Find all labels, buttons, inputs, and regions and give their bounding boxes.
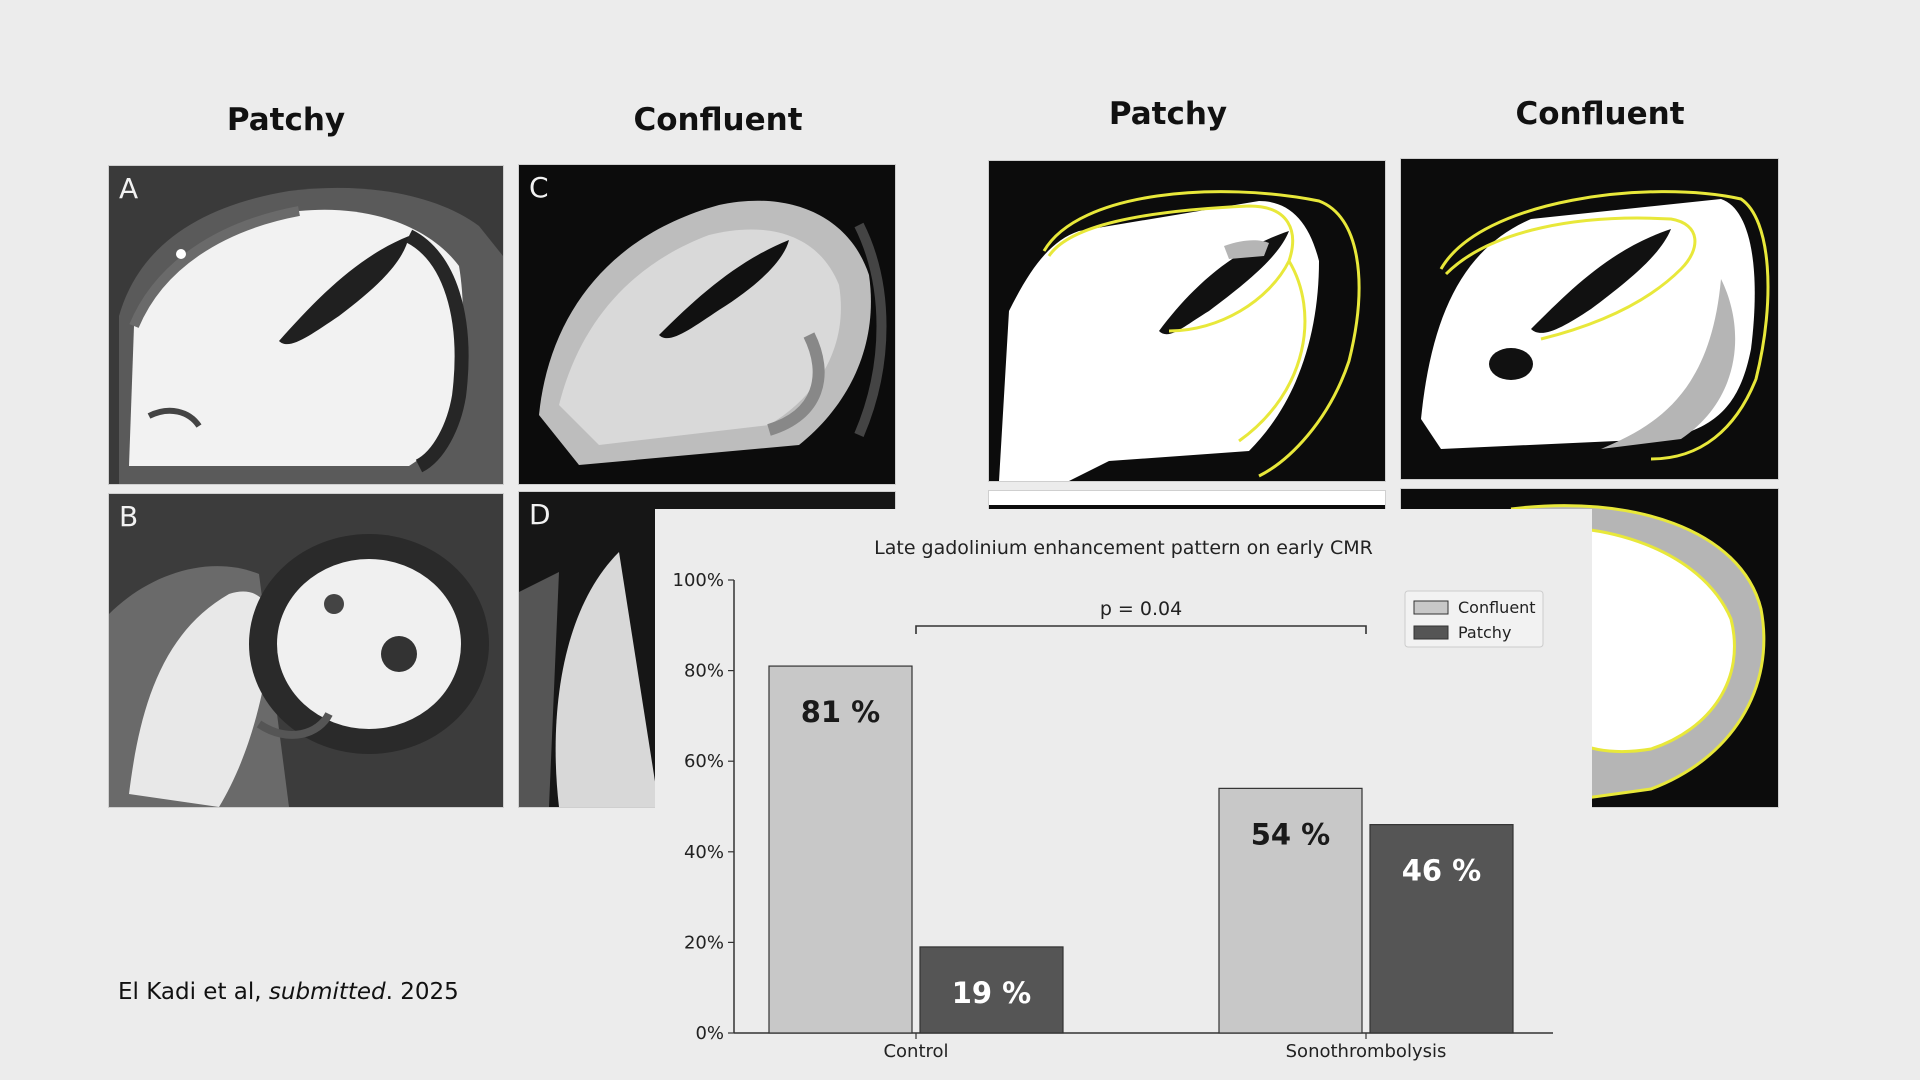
- panel-letter-b: B: [119, 500, 139, 533]
- bar-label: 54 %: [1251, 817, 1331, 851]
- chart-canvas: 0% 20% 40% 60% 80% 100% Control 81 % 19 % Sonothr…: [673, 570, 1553, 1062]
- bar-confluent-sonothrombolysis: [1218, 787, 1363, 1034]
- bar-chart: Late gadolinium enhancement pattern on e…: [655, 509, 1592, 1080]
- bar-label: 81 %: [801, 695, 881, 729]
- x-tick-label: Sonothrombolysis: [1286, 1041, 1447, 1062]
- y-tick-label: 80%: [684, 661, 724, 682]
- citation-authors: El Kadi et al,: [118, 979, 269, 1005]
- mri-panel-a: A: [108, 165, 504, 485]
- left-heading-confluent: Confluent: [633, 102, 803, 138]
- bar-label: 19 %: [952, 976, 1032, 1010]
- chart-title: Late gadolinium enhancement pattern on e…: [874, 537, 1373, 559]
- x-tick-label: Control: [883, 1041, 948, 1062]
- y-tick-label: 60%: [684, 751, 724, 772]
- bar-confluent-control: [768, 665, 913, 1034]
- legend-label-patchy: Patchy: [1458, 623, 1511, 642]
- bar-patchy-control: [919, 946, 1064, 1034]
- right-heading-patchy: Patchy: [1108, 96, 1228, 132]
- citation-year: . 2025: [385, 979, 459, 1005]
- p-value-annotation: p = 0.04: [1100, 598, 1182, 620]
- y-tick-label: 40%: [684, 842, 724, 863]
- bar-label: 46 %: [1402, 854, 1482, 888]
- legend-label-confluent: Confluent: [1458, 598, 1536, 617]
- y-tick-label: 100%: [673, 570, 724, 591]
- panel-letter-c: C: [529, 171, 549, 204]
- panel-letter-a: A: [119, 172, 139, 205]
- mri-panel-b: B: [108, 493, 504, 808]
- right-heading-confluent: Confluent: [1515, 96, 1685, 132]
- legend-swatch-confluent: [1413, 600, 1449, 615]
- y-tick-label: 20%: [684, 932, 724, 953]
- legend-swatch-patchy: [1413, 625, 1449, 640]
- significance-bracket: [915, 625, 1367, 634]
- panel-letter-d: D: [529, 498, 551, 531]
- bar-patchy-sonothrombolysis: [1369, 824, 1514, 1034]
- segmentation-image-confluent-long: [1401, 159, 1778, 479]
- left-heading-patchy: Patchy: [226, 102, 346, 138]
- mri-image-b: [109, 494, 503, 807]
- y-tick-label: 0%: [695, 1023, 724, 1044]
- segmentation-panel-patchy-long: [988, 160, 1386, 482]
- mri-image-a: [109, 166, 503, 484]
- segmentation-image-patchy-long: [989, 161, 1385, 481]
- citation: El Kadi et al, submitted. 2025: [118, 979, 459, 1005]
- mri-panel-c: C: [518, 164, 896, 485]
- mri-image-c: [519, 165, 895, 484]
- citation-status: submitted: [268, 979, 386, 1005]
- segmentation-panel-confluent-long: [1400, 158, 1779, 480]
